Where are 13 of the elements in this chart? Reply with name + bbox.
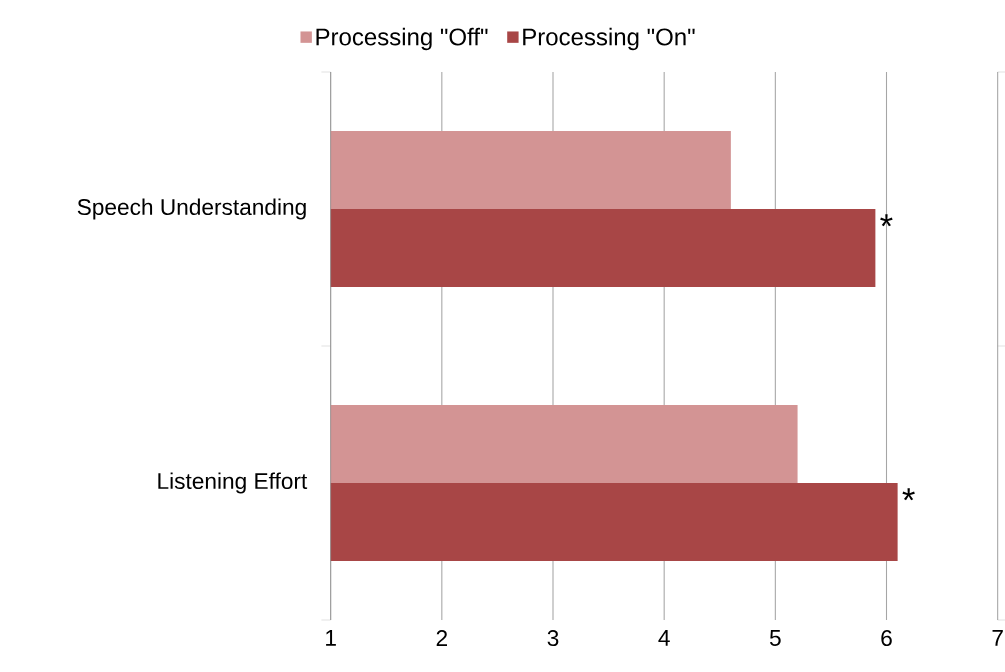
y-tick-label: Speech Understanding: [77, 198, 306, 220]
legend-label: Processing "Off": [316, 27, 488, 51]
legend-label: Processing "On": [523, 27, 695, 51]
annotation: *: [880, 214, 893, 227]
x-tick-label: 1: [326, 630, 336, 646]
x-tick-label: 2: [436, 630, 447, 646]
x-tick-label: 4: [658, 630, 670, 646]
x-tick-label: 7: [992, 630, 1003, 646]
x-tick-label: 5: [769, 630, 781, 646]
x-tick-label: 3: [547, 630, 559, 647]
annotation: *: [902, 488, 915, 501]
x-tick-label: 6: [881, 630, 892, 647]
y-tick-label: Listening Effort: [158, 472, 308, 494]
